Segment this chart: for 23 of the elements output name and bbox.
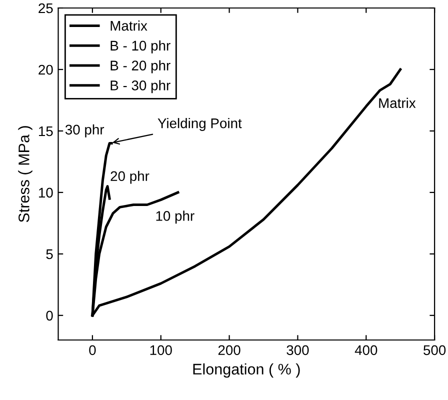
y-tick-label: 25	[38, 3, 53, 14]
y-tick-label: 0	[46, 310, 53, 321]
x-tick-label: 500	[424, 345, 446, 356]
annotation: Yielding Point	[158, 118, 242, 131]
y-tick-label: 20	[38, 64, 53, 75]
legend-label: B - 20 phr	[110, 60, 170, 74]
x-axis-title: Elongation ( % )	[193, 363, 300, 378]
y-axis-title: Stress ( MPa )	[18, 126, 32, 222]
annotation: 10 phr	[156, 210, 194, 224]
legend-label: Matrix	[110, 20, 148, 31]
y-tick-label: 5	[46, 249, 53, 260]
annotation: 20 phr	[110, 170, 150, 184]
legend-label: B - 30 phr	[110, 80, 170, 94]
legend-label: B - 10 phr	[110, 40, 170, 54]
annotation: Matrix	[379, 98, 416, 108]
x-tick-label: 300	[286, 345, 309, 356]
annotation: 30 phr	[65, 124, 104, 138]
x-tick-label: 0	[89, 345, 96, 356]
x-tick-label: 400	[354, 345, 378, 356]
y-tick-label: 15	[38, 126, 53, 136]
y-tick-label: 10	[38, 188, 53, 198]
x-tick-label: 100	[150, 345, 172, 356]
x-tick-label: 200	[218, 345, 240, 356]
